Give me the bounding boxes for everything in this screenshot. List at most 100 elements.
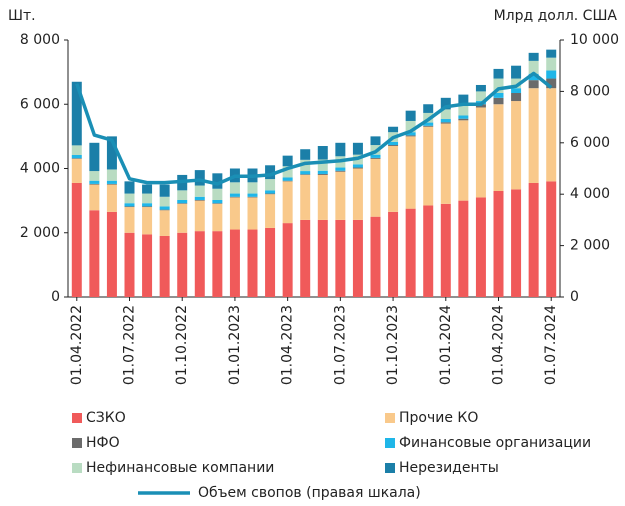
bar-segment [300,159,311,172]
bar-segment [177,190,188,200]
bar-segment [475,84,486,92]
bar-segment [440,123,451,204]
bar-segment [317,159,328,171]
bar-segment [458,105,469,116]
bar-segment [194,200,205,232]
bar-segment [106,184,117,212]
bar-segment [458,94,469,106]
x-tick-label: 01.10.2022 [174,305,190,385]
bar-segment [458,200,469,297]
y2-tick-label: 6 000 [570,135,610,151]
bar-segment [528,182,539,297]
bar-segment [247,193,258,197]
bar-segment [142,207,153,235]
y2-tick-label: 4 000 [570,186,610,202]
bar-segment [282,177,293,181]
bar-segment [142,206,153,208]
x-tick-label: 01.07.2023 [332,305,348,385]
bar-segment [177,203,188,204]
bar-segment [229,229,240,297]
bar-segment [317,146,328,160]
bar-segment [335,142,346,157]
bar-segment [159,209,170,211]
x-tick-label: 01.07.2024 [543,305,559,385]
bar-segment [177,232,188,297]
bar-segment [247,229,258,297]
bar-segment [440,109,451,120]
bar-segment [423,122,434,126]
bar-segment [282,181,293,224]
y-axis-title: Шт. [8,8,36,24]
bar-segment [388,146,399,212]
bar-segment [352,164,363,168]
legend-swatch [385,463,395,473]
y2-tick-label: 0 [570,289,579,305]
legend-label: НФО [86,435,120,451]
x-tick-label: 01.07.2022 [122,305,138,385]
legend-swatch [72,413,82,423]
bar-segment [370,154,381,158]
bar-segment [229,196,240,198]
bar-segment [475,197,486,297]
bar-segment [511,78,522,89]
bar-segment [511,101,522,190]
bar-segment [528,80,539,89]
bar-segment [388,141,399,146]
bar-segment [352,168,363,220]
bar-segment [546,181,557,297]
bar-segment [71,155,82,159]
bar-segment [212,231,223,297]
bar-segment [265,179,276,191]
bar-segment [124,232,135,297]
bar-segment [229,193,240,197]
legend-label: Нерезиденты [399,460,499,476]
bar-segment [370,157,381,159]
y-tick-label: 2 000 [20,225,60,241]
bar-segment [282,223,293,297]
bar-segment [159,196,170,207]
bar-segment [212,203,223,232]
bar-segment [493,104,504,191]
bar-segment [300,219,311,297]
bar-segment [229,182,240,194]
bar-segment [142,203,153,207]
bar-segment [388,211,399,297]
bar-segment [440,203,451,297]
bar-segment [89,184,100,211]
bar-segment [335,170,346,172]
bar-segment [106,169,117,181]
bar-segment [546,70,557,79]
y2-axis-title: Млрд долл. США [494,8,618,24]
y-tick-label: 6 000 [20,96,60,112]
bar-segment [106,183,117,185]
bar-segment [405,110,416,121]
bar-segment [194,196,205,200]
bar-segment [493,93,504,98]
bar-segment [511,93,522,102]
bar-segment [317,174,328,220]
bar-segment [458,120,469,201]
bar-segment [405,132,416,136]
bar-segment [124,207,135,233]
bar-segment [89,183,100,185]
bar-segment [335,219,346,297]
bar-segment [265,165,276,180]
bar-segment [458,118,469,121]
bar-segment [475,91,486,102]
legend-swatch [385,413,395,423]
bar-segment [300,174,311,220]
bar-segment [423,104,434,113]
bar-segment [352,142,363,155]
bar-segment [212,199,223,204]
y2-tick-label: 8 000 [570,83,610,99]
bar-segment [317,170,328,174]
bar-segment [159,184,170,197]
bar-segment [71,81,82,146]
bar-segment [194,231,205,297]
x-tick-label: 01.01.2023 [227,305,243,385]
bar-segment [159,206,170,210]
bar-segment [352,219,363,297]
bar-segment [124,193,135,204]
bar-segment [546,57,557,71]
bar-segment [511,88,522,94]
